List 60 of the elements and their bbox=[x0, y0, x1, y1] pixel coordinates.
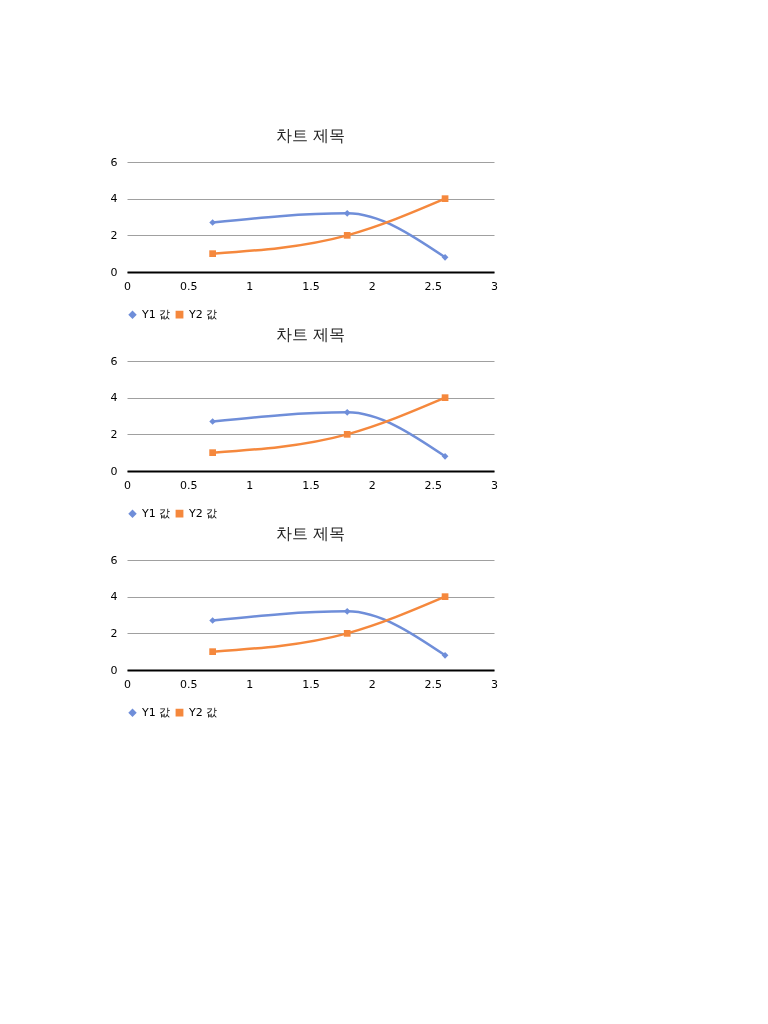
point bbox=[209, 418, 216, 425]
x-tick-label: 2 bbox=[368, 677, 376, 691]
point bbox=[209, 250, 216, 258]
legend-label: Y2 값 bbox=[188, 307, 218, 321]
point bbox=[441, 651, 449, 659]
chart-title: 차트 제목 bbox=[275, 126, 346, 145]
x-tick-label: 1.5 bbox=[302, 478, 320, 492]
x-tick-label: 2 bbox=[368, 478, 376, 492]
point bbox=[343, 629, 351, 637]
x-tick-label: 0 bbox=[124, 478, 131, 492]
legend-label: Y2 값 bbox=[188, 705, 218, 719]
x-tick-label: 2.5 bbox=[424, 478, 443, 492]
point bbox=[441, 593, 449, 601]
y-tick-label: 0 bbox=[110, 464, 118, 478]
x-tick-label: 1.5 bbox=[302, 677, 320, 691]
point bbox=[343, 607, 351, 615]
x-tick-label: 0.5 bbox=[179, 478, 198, 492]
chart-title: 차트 제목 bbox=[275, 325, 346, 344]
point bbox=[343, 209, 351, 217]
point bbox=[343, 408, 351, 416]
y-tick-label: 6 bbox=[110, 354, 118, 368]
y-tick-label: 4 bbox=[110, 590, 118, 604]
x-tick-label: 0.5 bbox=[179, 677, 198, 691]
legend-label: Y2 값 bbox=[188, 506, 218, 520]
point bbox=[209, 449, 216, 457]
legend-label: Y1 값 bbox=[141, 705, 171, 719]
y-tick-label: 4 bbox=[110, 192, 118, 206]
y-tick-label: 2 bbox=[110, 427, 118, 441]
x-tick-label: 1 bbox=[246, 478, 254, 492]
y-tick-label: 2 bbox=[110, 228, 118, 242]
y-tick-label: 6 bbox=[110, 553, 118, 567]
point bbox=[209, 648, 216, 656]
point bbox=[209, 617, 216, 624]
y-tick-label: 6 bbox=[110, 155, 118, 169]
x-tick-label: 3 bbox=[491, 677, 498, 691]
legend-label: Y1 값 bbox=[141, 506, 171, 520]
x-tick-label: 0 bbox=[124, 677, 131, 691]
x-tick-label: 0 bbox=[124, 279, 131, 293]
point bbox=[343, 430, 351, 438]
x-tick-label: 2.5 bbox=[424, 677, 443, 691]
y-tick-label: 2 bbox=[110, 626, 118, 640]
point bbox=[441, 195, 449, 203]
y-tick-label: 0 bbox=[110, 663, 118, 677]
y-tick-label: 0 bbox=[110, 265, 118, 279]
x-tick-label: 2 bbox=[368, 279, 376, 293]
point bbox=[209, 219, 216, 226]
chart-title: 차트 제목 bbox=[275, 524, 346, 543]
point bbox=[441, 394, 449, 402]
point bbox=[441, 452, 449, 460]
x-tick-label: 3 bbox=[491, 279, 498, 293]
x-tick-label: 1.5 bbox=[302, 279, 320, 293]
x-tick-label: 1 bbox=[246, 279, 254, 293]
y-tick-label: 4 bbox=[110, 391, 118, 405]
point bbox=[343, 231, 351, 239]
point bbox=[441, 253, 449, 261]
x-tick-label: 2.5 bbox=[424, 279, 443, 293]
x-tick-label: 0.5 bbox=[179, 279, 198, 293]
x-tick-label: 1 bbox=[246, 677, 254, 691]
x-tick-label: 3 bbox=[491, 478, 498, 492]
legend-label: Y1 값 bbox=[141, 307, 171, 321]
